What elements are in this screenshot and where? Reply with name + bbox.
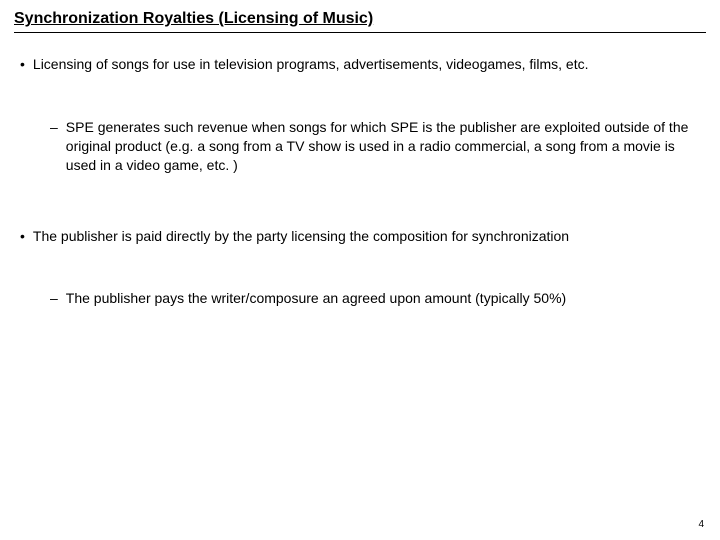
page-number: 4: [698, 519, 704, 530]
bullet-dot-icon: •: [20, 227, 25, 246]
bullet-item: • The publisher is paid directly by the …: [20, 227, 706, 246]
bullet-item: • Licensing of songs for use in televisi…: [20, 55, 706, 74]
slide-title: Synchronization Royalties (Licensing of …: [14, 10, 373, 27]
sub-bullet-text: SPE generates such revenue when songs fo…: [66, 118, 706, 175]
dash-icon: –: [50, 289, 58, 308]
slide: Synchronization Royalties (Licensing of …: [0, 0, 720, 540]
sub-bullet-text: The publisher pays the writer/composure …: [66, 289, 706, 308]
bullet-dot-icon: •: [20, 55, 25, 74]
bullet-text: Licensing of songs for use in television…: [33, 55, 706, 74]
sub-bullet-item: – SPE generates such revenue when songs …: [50, 118, 706, 175]
title-container: Synchronization Royalties (Licensing of …: [14, 10, 706, 33]
sub-bullet-item: – The publisher pays the writer/composur…: [50, 289, 706, 308]
bullet-text: The publisher is paid directly by the pa…: [33, 227, 706, 246]
dash-icon: –: [50, 118, 58, 137]
